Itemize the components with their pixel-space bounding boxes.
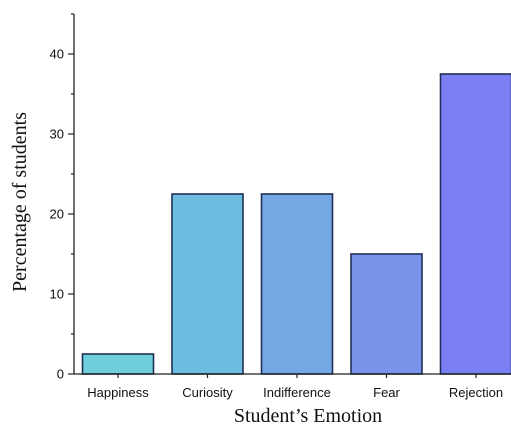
x-axis-title: Student’s Emotion — [234, 405, 382, 427]
y-tick-label: 40 — [50, 47, 64, 62]
x-tick-label-happiness: Happiness — [87, 385, 149, 400]
bar-fear — [350, 253, 423, 375]
bar-rejection — [439, 73, 511, 375]
x-tick-label-indifference: Indifference — [263, 385, 331, 400]
bars-group — [81, 73, 511, 375]
bar-happiness — [81, 353, 155, 375]
bar-indifference — [260, 193, 334, 375]
y-tick-label: 30 — [50, 127, 64, 142]
x-tick-label-rejection: Rejection — [449, 385, 503, 400]
x-tick-label-curiosity: Curiosity — [182, 385, 233, 400]
x-axis: Happiness Curiosity Indifference Fear Reject… — [74, 373, 511, 400]
y-tick-label: 20 — [50, 207, 64, 222]
y-axis: 0 10 20 30 40 — [50, 13, 75, 382]
bar-curiosity — [171, 193, 244, 375]
y-tick-label: 10 — [50, 287, 64, 302]
y-axis-title: Percentage of students — [9, 112, 31, 292]
y-tick-label: 0 — [57, 367, 64, 382]
x-tick-label-fear: Fear — [373, 385, 400, 400]
